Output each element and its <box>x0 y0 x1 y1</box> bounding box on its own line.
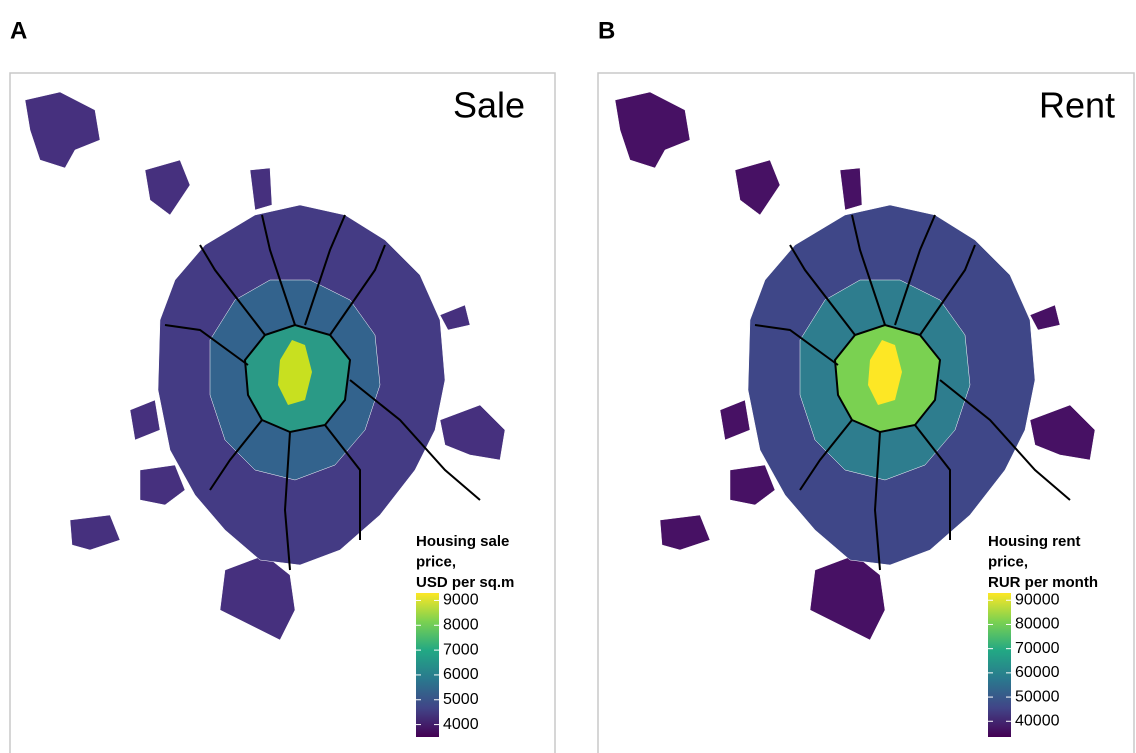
district <box>439 304 471 331</box>
colorbar-label: 80000 <box>1015 616 1060 633</box>
boundary-line <box>851 214 886 326</box>
district <box>219 554 296 641</box>
boundary-line <box>209 419 263 491</box>
legend-title: USD per sq.m <box>416 574 514 591</box>
panel-label: A <box>10 17 27 44</box>
colorbar-label: 5000 <box>443 691 479 708</box>
district <box>249 167 273 211</box>
map <box>24 91 506 641</box>
district <box>24 91 101 169</box>
boundary-line <box>799 419 853 491</box>
boundary-line <box>324 424 361 540</box>
district <box>129 399 161 441</box>
boundary-line <box>754 324 839 366</box>
district <box>719 399 751 441</box>
boundary-line <box>894 214 936 326</box>
boundary-line <box>349 379 481 501</box>
colorbar-label: 8000 <box>443 616 479 633</box>
district <box>144 159 191 216</box>
boundary-line <box>199 244 266 336</box>
colorbar-label: 50000 <box>1015 688 1060 705</box>
panel-frame <box>9 72 556 753</box>
colorbar-label: 9000 <box>443 592 479 609</box>
boundary-line <box>914 424 951 540</box>
district <box>809 554 886 641</box>
boundary-line <box>919 244 976 336</box>
boundary-line <box>261 214 296 326</box>
legend-title: price, <box>988 553 1028 570</box>
map <box>614 91 1096 641</box>
legend-title: RUR per month <box>988 574 1098 591</box>
legend-title: Housing rent <box>988 533 1081 550</box>
district <box>729 464 776 506</box>
district <box>1029 304 1061 331</box>
boundary-line <box>939 379 1071 501</box>
panel-label: B <box>598 17 615 44</box>
colorbar-label: 6000 <box>443 666 479 683</box>
district <box>659 514 711 551</box>
district <box>139 464 186 506</box>
panel-frame <box>597 72 1135 753</box>
panel-title: Rent <box>1039 85 1115 126</box>
colorbar-label: 60000 <box>1015 664 1060 681</box>
colorbar-label: 40000 <box>1015 712 1060 729</box>
colorbar <box>416 593 439 737</box>
legend-title: price, <box>416 553 456 570</box>
panel-title: Sale <box>453 85 525 126</box>
boundary-line <box>164 324 249 366</box>
boundary-line <box>873 431 881 571</box>
colorbar <box>988 593 1011 737</box>
boundary-line <box>304 214 346 326</box>
legend-title: Housing sale <box>416 533 509 550</box>
boundary-line <box>283 431 291 571</box>
colorbar-label: 7000 <box>443 641 479 658</box>
district-core <box>868 340 902 405</box>
boundary-line <box>329 244 386 336</box>
colorbar-label: 90000 <box>1015 591 1060 608</box>
district <box>734 159 781 216</box>
district-core <box>278 340 312 405</box>
district <box>69 514 121 551</box>
district <box>614 91 691 169</box>
colorbar-label: 4000 <box>443 716 479 733</box>
district <box>1029 404 1096 461</box>
boundary-line <box>789 244 856 336</box>
district <box>839 167 863 211</box>
district <box>439 404 506 461</box>
colorbar-label: 70000 <box>1015 640 1060 657</box>
